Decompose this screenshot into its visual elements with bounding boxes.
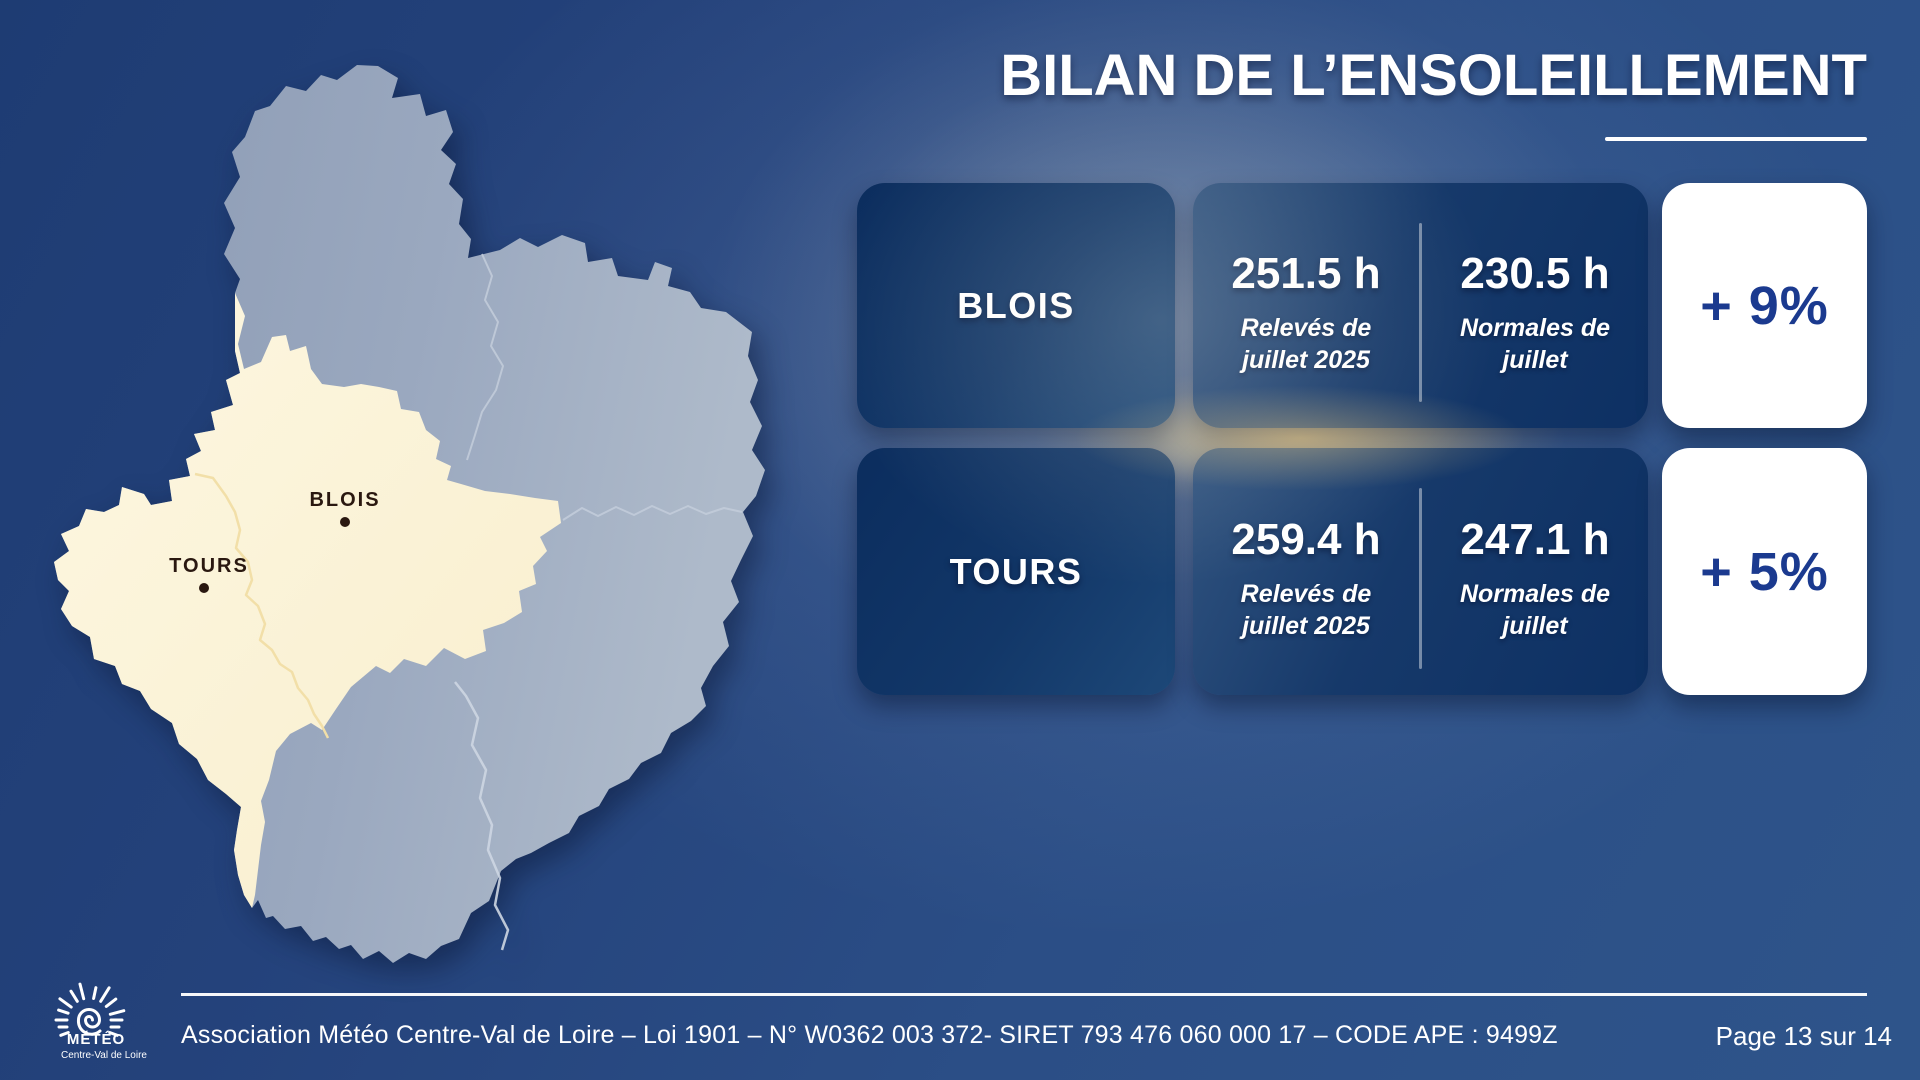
blois-dot [340,517,350,527]
department-boundary-east [562,505,743,521]
delta-value: + 9% [1700,275,1829,336]
blois-label: BLOIS [309,489,380,511]
tours-dot [199,583,209,593]
observed-column: 251.5 h Relevés de juillet 2025 [1193,197,1419,428]
observed-value: 251.5 h [1231,249,1381,298]
column-divider [1419,488,1422,669]
data-card-blois: 251.5 h Relevés de juillet 2025 230.5 h … [1193,183,1648,428]
normals-column: 247.1 h Normales de juillet [1422,462,1648,695]
city-card-blois: BLOIS [857,183,1175,428]
city-name: BLOIS [957,284,1075,326]
data-card-tours: 259.4 h Relevés de juillet 2025 247.1 h … [1193,448,1648,695]
footer-association-info: Association Météo Centre-Val de Loire – … [181,1021,1558,1049]
observed-label: Relevés de juillet 2025 [1240,314,1372,374]
observed-label: Relevés de juillet 2025 [1240,580,1372,640]
city-name: TOURS [949,550,1083,592]
logo-subtitle: Centre-Val de Loire [61,1050,147,1061]
page-indicator: Page 13 sur 14 [1715,1021,1892,1051]
page-title: BILAN DE L’ENSOLEILLEMENT [1000,43,1867,108]
observed-value: 259.4 h [1231,515,1381,564]
region-map: BLOIS TOURS [54,65,765,963]
delta-value: + 5% [1700,541,1829,602]
department-boundary-north [466,253,504,461]
stats-row-tours: TOURS 259.4 h Relevés de juillet 2025 24… [857,448,1867,695]
normals-column: 230.5 h Normales de juillet [1422,197,1648,428]
highlight-internal-boundary [194,472,330,739]
observed-column: 259.4 h Relevés de juillet 2025 [1193,462,1419,695]
highlighted-departments [54,293,561,908]
footer-divider [181,993,1867,996]
delta-card-tours: + 5% [1662,448,1867,695]
city-card-tours: TOURS [857,448,1175,695]
normal-label: Normales de juillet [1459,314,1611,374]
delta-card-blois: + 9% [1662,183,1867,428]
department-boundary-south [454,681,510,951]
normal-value: 230.5 h [1460,249,1610,298]
sun-icon [54,982,126,1037]
normal-value: 247.1 h [1460,515,1610,564]
column-divider [1419,223,1422,402]
meteo-logo: MÉTÉO Centre-Val de Loire [54,982,147,1061]
title-underline [1605,137,1867,141]
logo-title: MÉTÉO [67,1031,125,1048]
tours-label: TOURS [169,555,249,577]
normal-label: Normales de juillet [1459,580,1611,640]
stats-row-blois: BLOIS 251.5 h Relevés de juillet 2025 23… [857,183,1867,428]
